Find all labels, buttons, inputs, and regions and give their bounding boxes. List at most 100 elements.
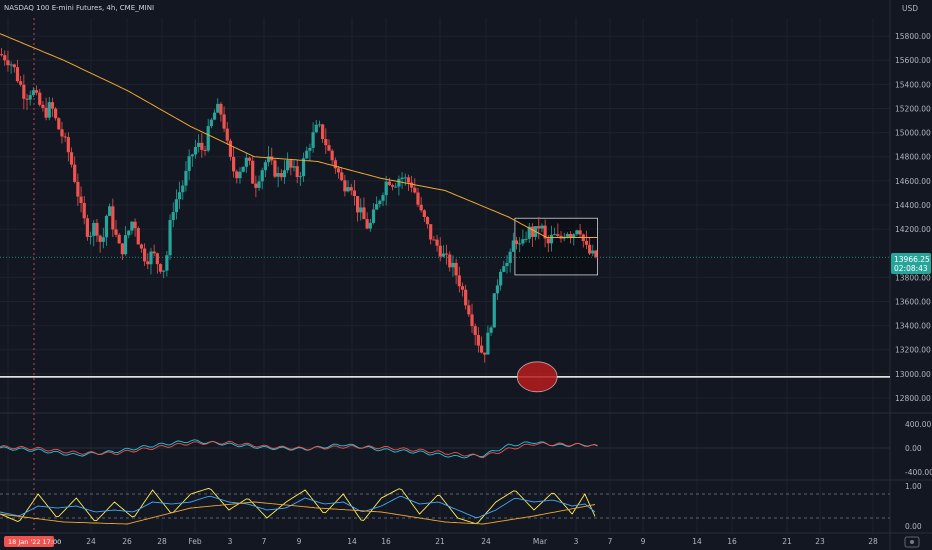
candle-body: [301, 158, 306, 177]
candle-body: [362, 207, 366, 220]
candle-body: [225, 128, 229, 141]
candle-body: [476, 334, 480, 346]
candle-body: [384, 181, 388, 196]
candle-body: [254, 183, 258, 188]
candle-body: [212, 112, 217, 120]
candle-body: [470, 314, 474, 327]
candle-body: [152, 251, 156, 254]
candle-body: [410, 182, 414, 188]
candle-body: [511, 240, 515, 252]
candle-body: [311, 132, 315, 148]
price-tick-label: 15200.00: [895, 104, 931, 113]
currency-label[interactable]: USD: [902, 4, 918, 13]
candle-body: [98, 235, 102, 242]
candle-body: [244, 157, 248, 167]
candlestick-series: [0, 48, 598, 363]
candle-body: [82, 202, 86, 219]
candle-body: [149, 251, 153, 265]
candle-body: [19, 81, 23, 85]
candle-body: [162, 270, 166, 272]
candle-body: [120, 243, 124, 255]
candle-body: [168, 220, 172, 256]
settings-icon[interactable]: [904, 536, 920, 548]
candle-body: [12, 64, 16, 68]
candle-body: [289, 160, 293, 168]
countdown-value: 02:08:43: [894, 264, 928, 273]
stochastic-tick-label: 1.00: [905, 482, 922, 491]
price-tick-label: 13000.00: [895, 370, 931, 379]
candle-body: [371, 209, 376, 223]
cursor-time-badge: [4, 536, 54, 547]
candle-body: [155, 253, 159, 265]
candle-body: [187, 156, 191, 171]
candle-body: [540, 225, 544, 229]
price-tick-label: 14800.00: [895, 153, 931, 162]
candle-body: [79, 196, 83, 203]
candle-body: [92, 222, 96, 236]
candle-body: [222, 114, 226, 129]
candle-body: [257, 181, 261, 188]
candle-body: [34, 90, 39, 93]
candle-body: [346, 187, 350, 192]
price-tick-label: 15400.00: [895, 80, 931, 89]
time-tick-label: Mar: [533, 537, 548, 546]
candle-body: [63, 136, 67, 138]
candle-body: [429, 224, 433, 240]
candle-body: [117, 234, 121, 244]
candle-body: [499, 271, 503, 286]
candle-body: [543, 225, 547, 239]
oscillator-tick-label: 0.00: [905, 444, 922, 453]
oscillator-axis: 400.00 0.00 -400.00: [905, 420, 932, 477]
price-axis[interactable]: 15800.00 15600.00 15400.00 15200.00 15000.00…: [895, 32, 931, 403]
candle-body: [441, 253, 446, 257]
candle-body: [432, 239, 436, 241]
candle-body: [266, 156, 271, 163]
candle-body: [495, 285, 500, 294]
candle-body: [448, 254, 452, 268]
candle-body: [359, 207, 363, 213]
candle-body: [565, 234, 569, 237]
candle-body: [85, 218, 90, 237]
price-tick-label: 12800.00: [895, 394, 931, 403]
candle-body: [537, 226, 541, 229]
price-tick-label: 13400.00: [895, 322, 931, 331]
candle-body: [486, 332, 490, 355]
candle-body: [333, 160, 337, 169]
candle-body: [273, 160, 277, 177]
candle-body: [101, 237, 105, 242]
candle-body: [454, 262, 458, 276]
candle-body: [349, 187, 353, 191]
candle-body: [419, 204, 423, 211]
candle-body: [444, 253, 449, 255]
candle-body: [479, 345, 484, 353]
time-tick-label: 21: [782, 537, 792, 546]
candle-body: [467, 305, 471, 315]
candle-body: [190, 154, 194, 157]
price-tick-label: 14400.00: [895, 201, 931, 210]
candle-body: [247, 157, 252, 161]
time-tick-label: 9: [297, 537, 302, 546]
candle-body: [38, 92, 42, 105]
moving-average-line: [0, 33, 598, 238]
candle-body: [260, 170, 264, 182]
candle-body: [403, 177, 407, 179]
candle-body: [451, 262, 455, 268]
candle-body: [146, 261, 150, 265]
candle-body: [336, 168, 341, 173]
candle-body: [28, 95, 32, 100]
candle-body: [375, 204, 379, 210]
support-circle-marker[interactable]: [516, 361, 558, 393]
candle-body: [435, 239, 439, 246]
price-tick-label: 13200.00: [895, 346, 931, 355]
candle-body: [232, 156, 236, 172]
candle-body: [143, 248, 147, 262]
candle-body: [473, 326, 477, 335]
candle-body: [406, 177, 411, 183]
candle-body: [324, 139, 328, 146]
stochastic-line-signal: [0, 501, 596, 525]
time-tick-label: 14: [692, 537, 702, 546]
candle-body: [314, 124, 318, 133]
time-tick-label: Feb: [188, 537, 202, 546]
candle-body: [193, 146, 198, 155]
